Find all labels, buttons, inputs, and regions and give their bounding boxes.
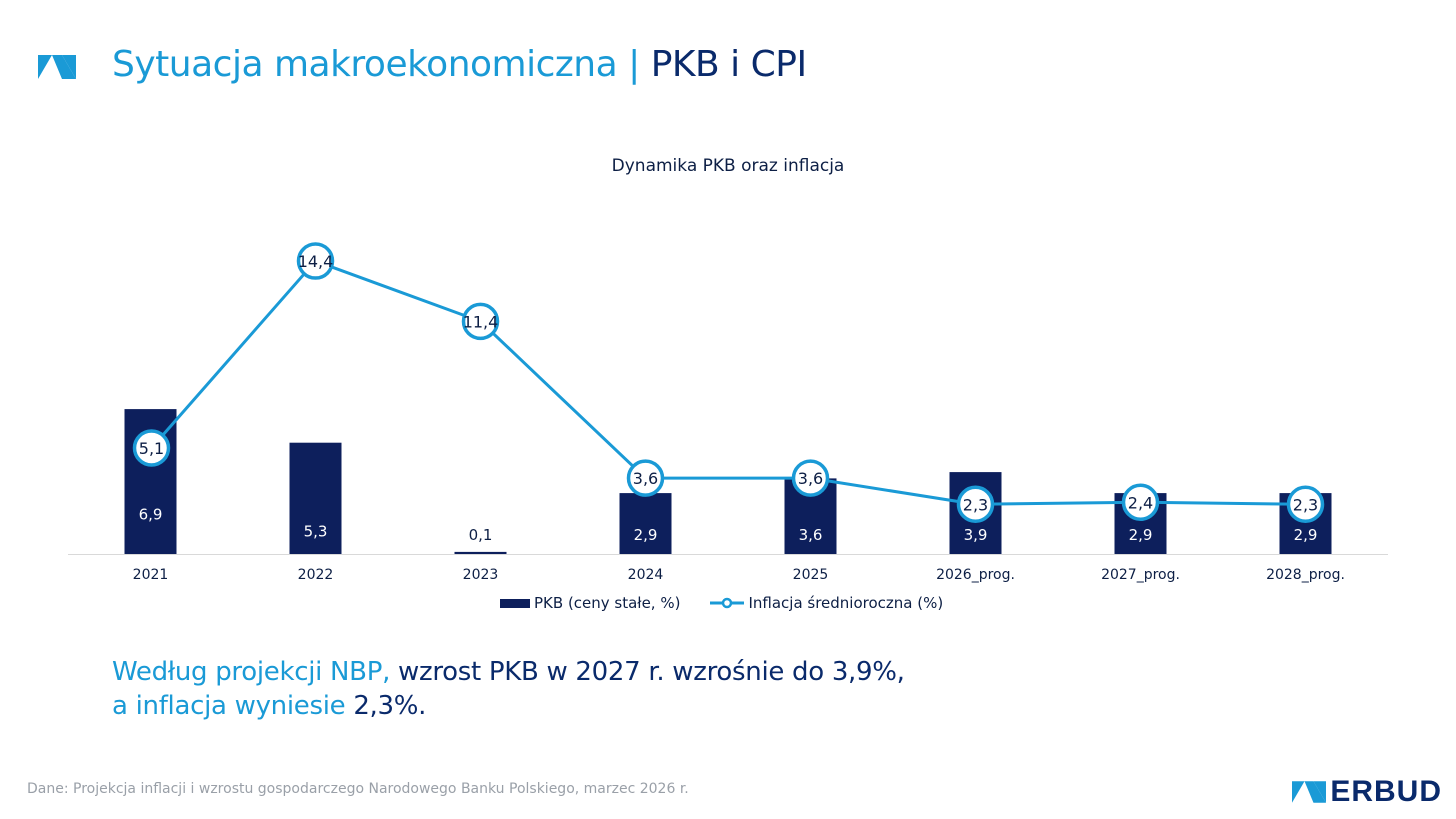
point-label-inflation: 3,6 <box>633 469 658 488</box>
x-tick-label: 2025 <box>793 567 829 583</box>
bar-label-pkb: 3,9 <box>964 526 988 544</box>
point-label-inflation: 2,4 <box>1128 493 1153 512</box>
brand-logo-icon <box>38 55 76 79</box>
brand-name: ERBUD <box>1330 775 1442 808</box>
point-label-inflation: 14,4 <box>298 252 334 271</box>
point-inflation <box>296 242 335 280</box>
chart-legend: PKB (ceny stałe, %) Inflacja średniorocz… <box>500 594 973 612</box>
legend-label-gdp: PKB (ceny stałe, %) <box>534 594 681 612</box>
headline-inflation-label: a inflacja wyniesie <box>112 691 354 721</box>
point-label-inflation: 3,6 <box>798 469 823 488</box>
point-label-inflation: 2,3 <box>1293 495 1318 514</box>
legend-line-swatch <box>710 597 745 609</box>
point-label-inflation: 11,4 <box>463 312 499 331</box>
legend-item-gdp: PKB (ceny stałe, %) <box>500 594 680 612</box>
page-title-topic: PKB i CPI <box>650 44 807 85</box>
point-inflation <box>1286 485 1325 524</box>
combo-chart: 6,9 5,3 0,1 2,9 3,6 3,9 2,9 2,9 2021 2022 2023 2024… <box>68 242 1388 583</box>
bar-label-pkb: 2,9 <box>1294 526 1318 544</box>
headline-gdp: wzrost PKB w 2027 r. wzrośnie do 3,9%, <box>398 657 905 687</box>
point-label-inflation: 2,3 <box>963 495 988 514</box>
headline-source: Według projekcji NBP, <box>112 657 399 687</box>
bar-label-pkb: 0,1 <box>469 526 493 544</box>
point-inflation <box>1121 483 1160 522</box>
line-inflation <box>150 259 1306 506</box>
brand-mark-icon <box>1292 781 1327 803</box>
bar-label-pkb: 3,6 <box>799 526 823 544</box>
bar-label-pkb: 2,9 <box>634 526 658 544</box>
x-tick-label: 2028_prog. <box>1266 567 1345 583</box>
point-inflation <box>132 429 171 467</box>
chart-title: Dynamika PKB oraz inflacja <box>611 156 845 176</box>
brand: ERBUD <box>1292 775 1442 809</box>
bar-pkb <box>289 442 342 554</box>
bar-pkb <box>454 551 507 554</box>
point-inflation <box>956 485 995 524</box>
x-tick-label: 2023 <box>463 567 499 583</box>
legend-item-inflation: Inflacja średnioroczna (%) <box>710 594 943 612</box>
headline-inflation-value: 2,3%. <box>353 691 427 721</box>
x-tick-label: 2027_prog. <box>1101 567 1180 583</box>
x-tick-label: 2024 <box>628 567 664 583</box>
page-title-main: Sytuacja makroekonomiczna | <box>112 44 651 85</box>
point-inflation <box>791 459 830 497</box>
source-note: Dane: Projekcja inflacji i wzrostu gospo… <box>27 781 689 797</box>
x-tick-label: 2021 <box>133 567 169 583</box>
legend-label-inflation: Inflacja średnioroczna (%) <box>748 594 944 612</box>
bar-label-pkb: 5,3 <box>304 522 328 540</box>
point-label-inflation: 5,1 <box>139 439 164 458</box>
page-title: Sytuacja makroekonomiczna | PKB i CPI <box>112 44 807 85</box>
bar-label-pkb: 2,9 <box>1129 526 1153 544</box>
x-tick-label: 2022 <box>298 567 334 583</box>
bar-pkb <box>619 493 672 554</box>
point-inflation <box>461 302 500 341</box>
headline: Według projekcji NBP, wzrost PKB w 2027 … <box>112 655 905 723</box>
point-inflation <box>626 459 665 497</box>
x-tick-label: 2026_prog. <box>936 567 1015 583</box>
legend-bar-swatch <box>500 598 530 608</box>
headline-line-1: Według projekcji NBP, wzrost PKB w 2027 … <box>112 655 905 689</box>
bar-label-pkb: 6,9 <box>139 506 163 524</box>
headline-line-2: a inflacja wyniesie 2,3%. <box>112 689 905 723</box>
